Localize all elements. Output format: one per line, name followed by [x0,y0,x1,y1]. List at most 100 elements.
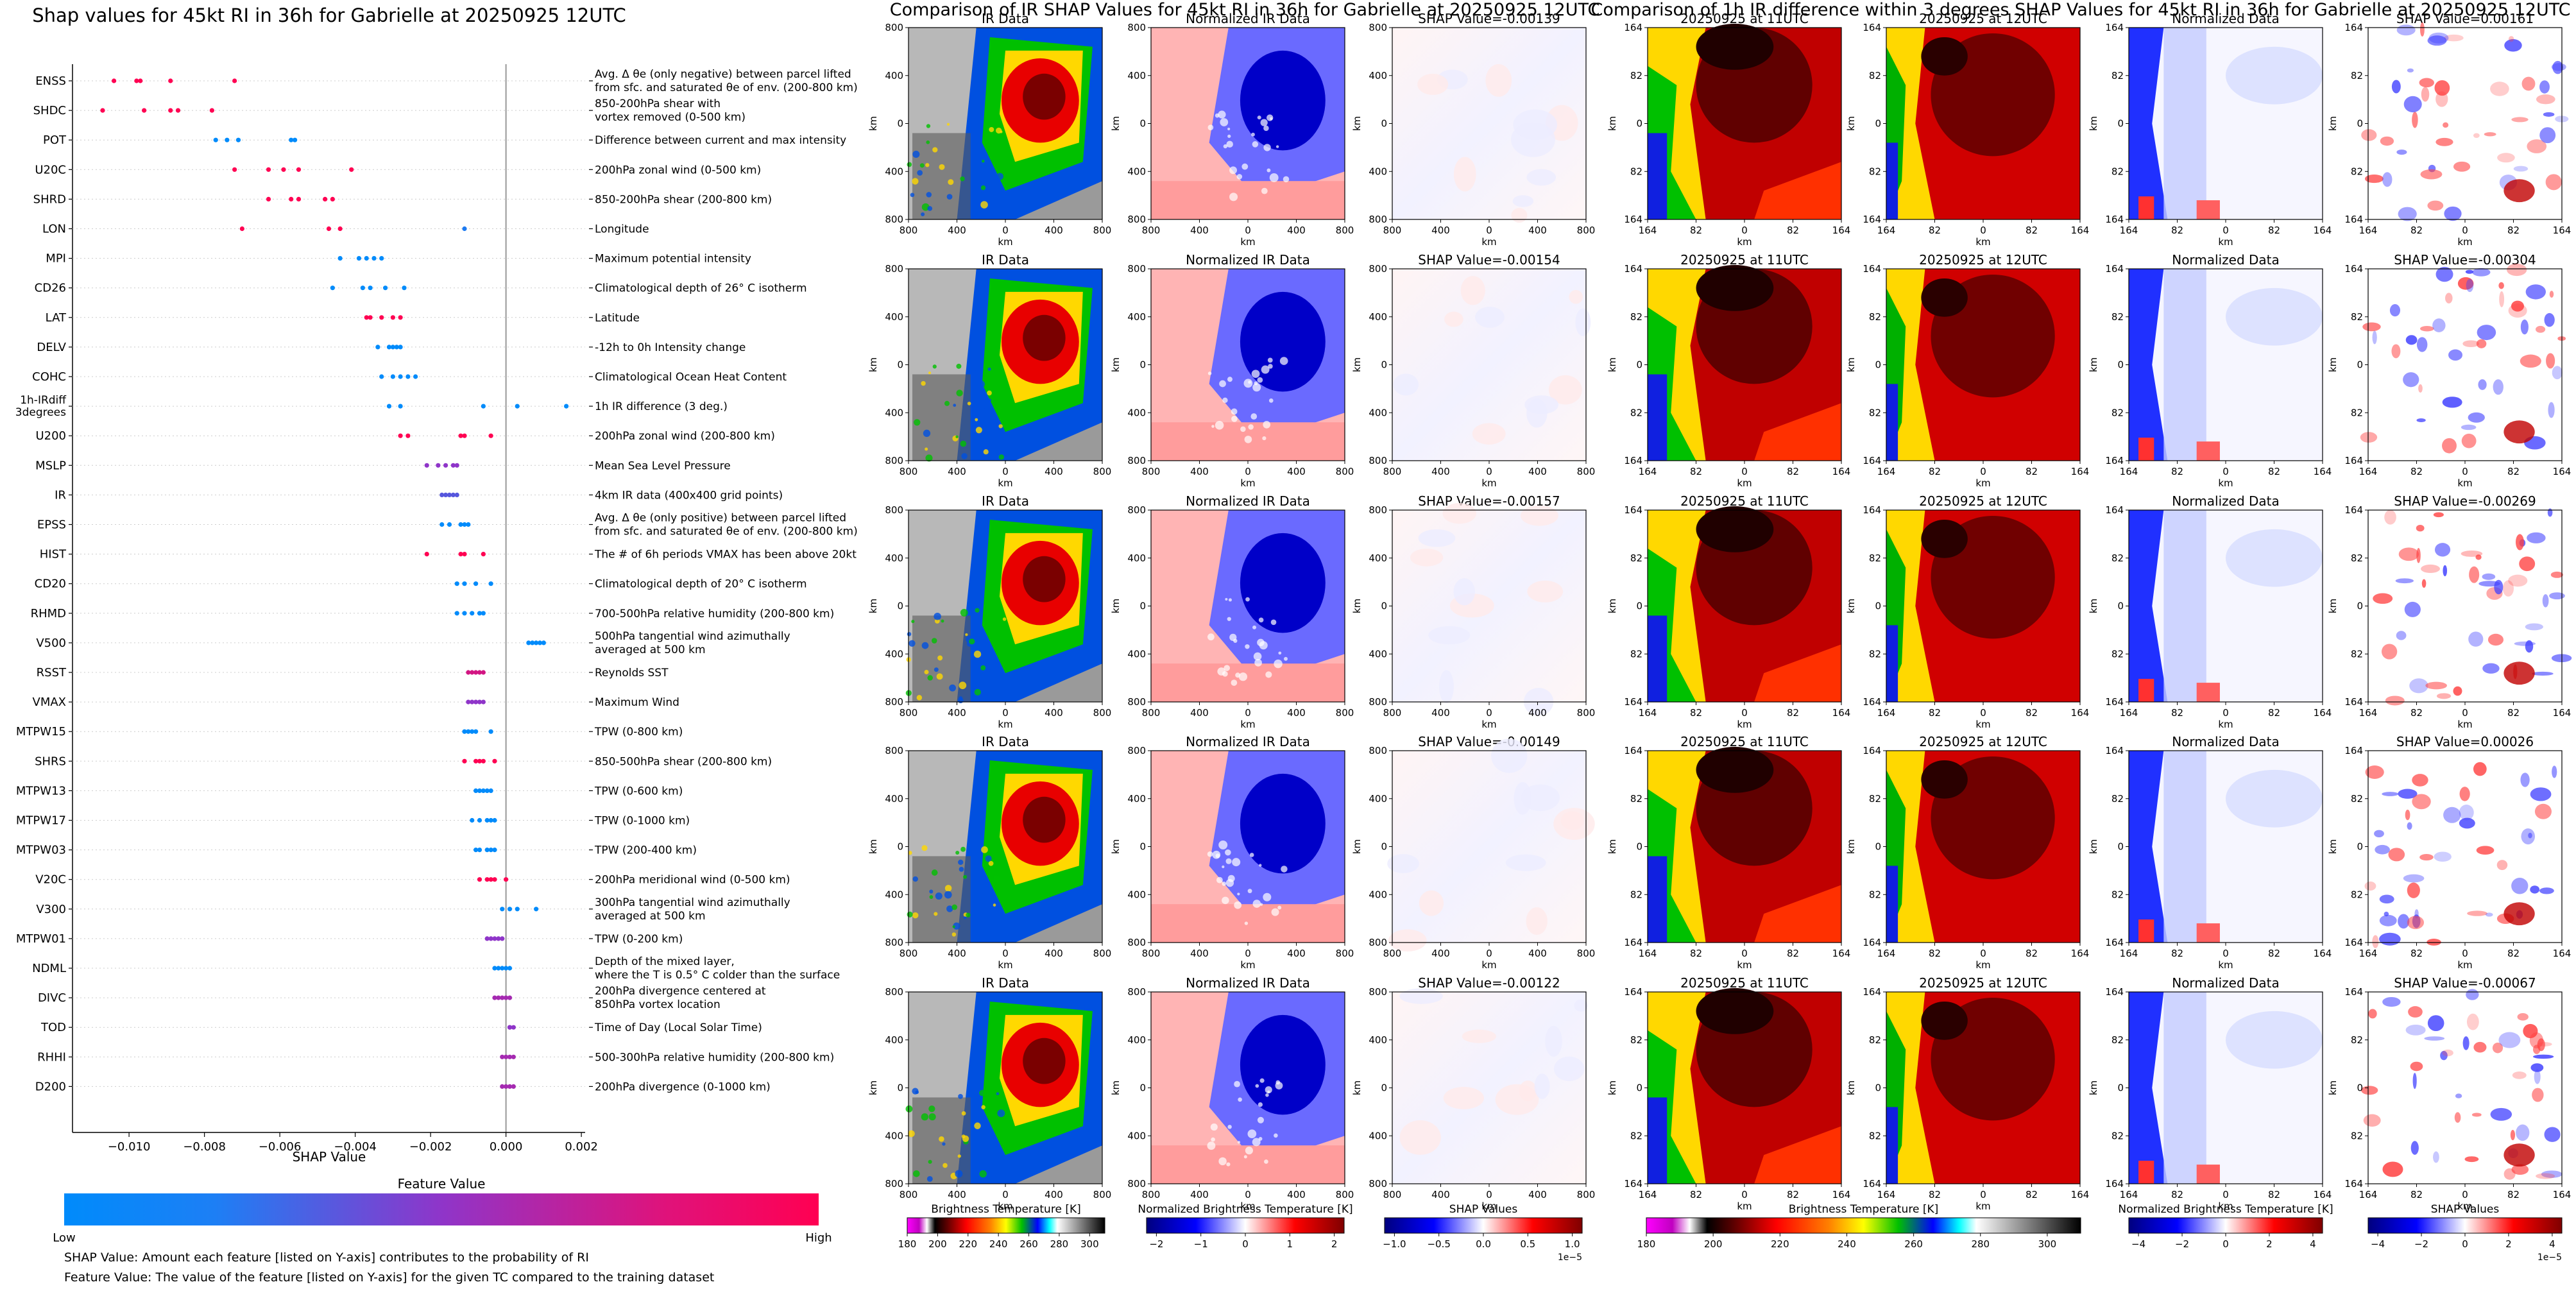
x-tick-label: 0 [1980,466,1986,477]
shap-point [500,1084,505,1089]
y-tick-label: 0 [1139,118,1146,130]
x-tick-label: 400 [1190,1189,1209,1200]
feature-name: NDML [32,962,66,975]
colorbar-tick-label: 0.5 [1520,1238,1535,1250]
feature-description: Depth of the mixed layer, [595,955,735,968]
x-tick-label: 0 [1486,707,1492,719]
x-tick-label: 800 [1142,948,1161,959]
shap-point [337,226,343,232]
shap-point [484,877,490,882]
colorbar-tick-label: −4 [2131,1238,2145,1250]
x-axis-label: km [1737,477,1752,489]
colorbar-label: SHAP Values [2431,1203,2500,1216]
x-tick-label: 0 [2222,948,2229,959]
x-tick-label: 800 [900,1189,918,1200]
colorbar-tick-label: −1 [1194,1238,1208,1250]
panel-image [2364,751,2562,948]
shap-point [473,699,479,704]
panel-title: SHAP Value=0.00161 [2396,11,2534,26]
shap-point [500,1054,505,1059]
feature-name: MTPW17 [16,814,66,828]
shap-point [492,817,497,823]
note-shap-value: SHAP Value: Amount each feature [listed … [64,1251,589,1265]
y-tick-label: 82 [2111,166,2124,177]
y-tick-label: 82 [2351,166,2363,177]
x-tick-label: 0 [1741,948,1748,959]
shap-point [424,552,429,557]
feature-description: Climatological depth of 26° C isotherm [595,282,807,295]
x-tick-label: 164 [2314,225,2332,236]
x-tick-label: 82 [2507,466,2520,477]
y-tick-label: 82 [1869,166,1881,177]
x-tick-label: 164 [2553,225,2572,236]
y-tick-label: 82 [2351,1034,2363,1046]
feature-name: RSST [37,666,67,679]
x-axis-label: km [1737,236,1752,248]
x-tick-label: 800 [1577,948,1596,959]
y-tick-label: 82 [2351,407,2363,418]
y-tick-label: 800 [1369,937,1387,948]
shap-point [484,936,490,941]
x-tick-label: 82 [1787,707,1799,719]
x-tick-label: 82 [2410,1189,2423,1200]
shap-point [458,433,463,438]
shap-point [492,995,497,1000]
x-tick-label: 400 [1431,707,1450,719]
feature-description: Mean Sea Level Pressure [595,459,731,472]
shap-point [481,552,486,557]
y-tick-label: 800 [1369,455,1387,466]
feature-name: HIST [40,548,67,561]
colorbar-offset: 1e−5 [1558,1252,1582,1263]
x-tick-label: 0 [1002,225,1009,236]
colorbar-low-label: Low [53,1231,75,1245]
y-tick-label: 164 [1624,455,1642,466]
panel-image [1886,510,2080,702]
shap-point [447,522,452,527]
y-tick-label: 400 [1127,793,1146,805]
y-tick-label: 0 [897,1082,903,1094]
y-axis-label: km [1351,1080,1363,1095]
x-tick-label: 0 [1002,466,1009,477]
shap-point [368,315,373,320]
x-tick-label: 82 [2026,466,2038,477]
x-tick-label: 164 [1639,948,1657,959]
feature-name: 3degrees [15,406,66,419]
feature-description: TPW (0-600 km) [594,785,683,798]
x-tick-label: 164 [2071,225,2090,236]
shap-point [405,374,411,379]
x-tick-label: 800 [1093,1189,1112,1200]
x-tick-label: 400 [1287,948,1306,959]
shap-point [492,758,497,764]
x-tick-label: 800 [1383,707,1402,719]
x-tick-label: 82 [1690,466,1702,477]
x-tick-label: 400 [1287,466,1306,477]
y-tick-label: 800 [1127,986,1146,998]
shap-point [360,286,365,291]
panel-image [1392,269,1591,461]
x-axis-label: km [1975,477,1990,489]
x-axis-label: km [1737,1200,1752,1212]
y-tick-label: 0 [1636,118,1642,130]
y-tick-label: 0 [897,359,903,371]
feature-name: U200 [35,429,66,443]
y-axis-label: km [1845,357,1857,372]
y-tick-label: 400 [885,889,903,900]
colorbar [2367,1217,2563,1234]
y-tick-label: 0 [2357,601,2363,612]
x-axis-label: km [998,236,1012,248]
y-tick-label: 82 [1869,889,1881,900]
shap-point [504,1054,509,1059]
y-tick-label: 0 [1381,601,1387,612]
panel-image [1886,751,2080,943]
colorbar-tick-label: 180 [898,1238,917,1250]
x-tick-label: 400 [1431,466,1450,477]
shap-point [330,196,335,201]
x-tick-label: 400 [1431,948,1450,959]
feature-name: EPSS [37,518,66,532]
panel-title: 20250925 at 12UTC [1919,493,2047,509]
y-tick-label: 800 [885,22,903,33]
y-axis-label: km [1845,839,1857,854]
y-tick-label: 164 [1624,263,1642,275]
y-tick-label: 82 [2351,311,2363,323]
panel-title: Normalized IR Data [1186,493,1310,509]
